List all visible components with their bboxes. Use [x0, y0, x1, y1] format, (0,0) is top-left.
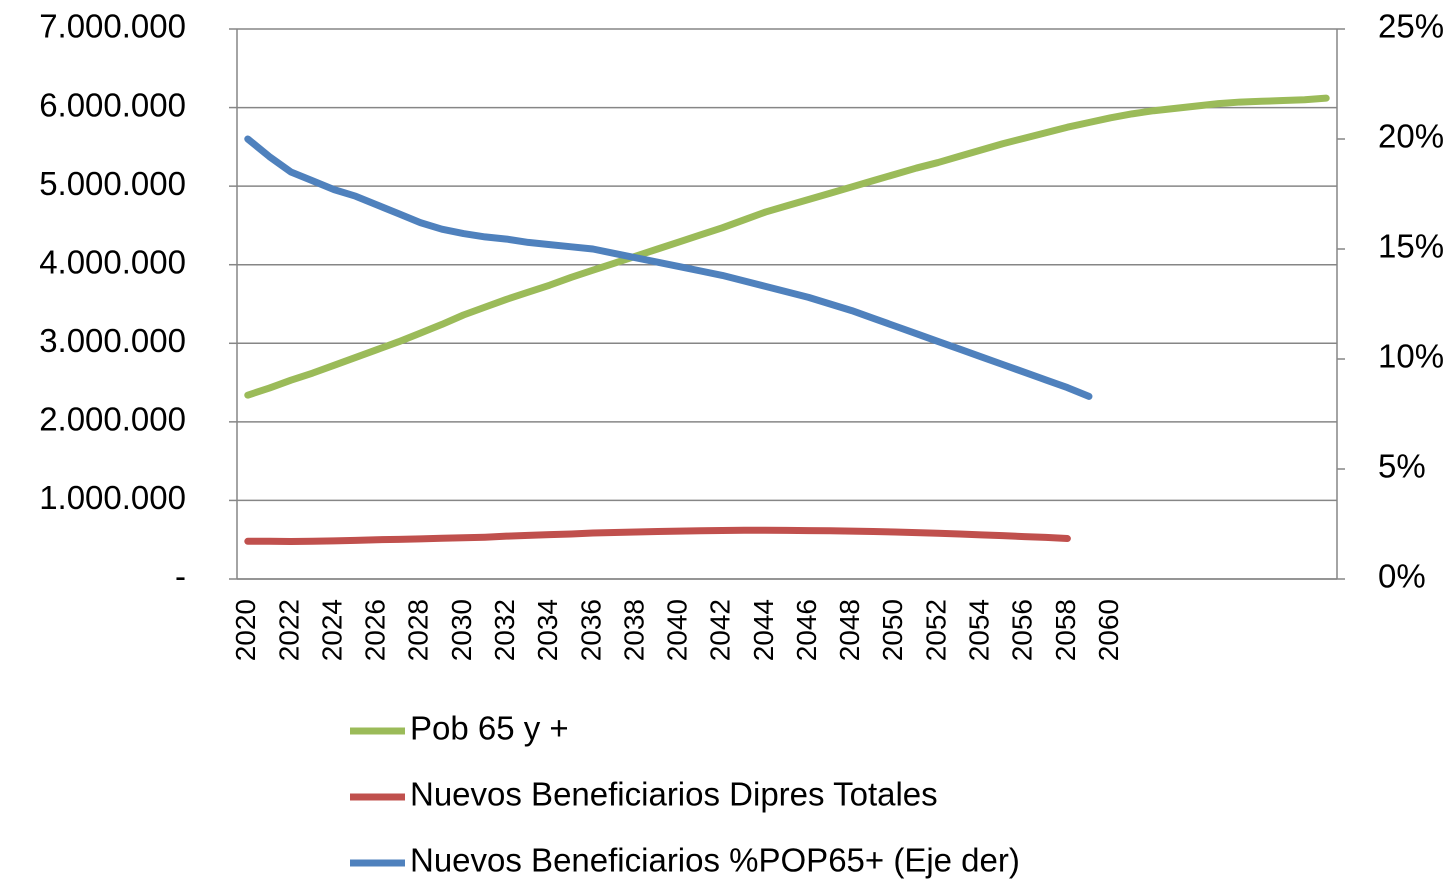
x-tick-label: 2028	[403, 599, 434, 661]
x-tick-label: 2050	[877, 599, 908, 661]
y2-tick-label: 0%	[1378, 558, 1426, 595]
series-line	[244, 526, 1071, 545]
legend-label: Pob 65 y +	[410, 710, 569, 747]
x-tick-label: 2030	[446, 599, 477, 661]
y-tick-label: 5.000.000	[39, 165, 186, 202]
x-tick-label: 2038	[618, 599, 649, 661]
x-tick-label: 2046	[791, 599, 822, 661]
series-line	[244, 94, 1330, 399]
x-tick-label: 2056	[1007, 599, 1038, 661]
y2-tick-label: 10%	[1378, 338, 1444, 375]
y2-tick-label: 20%	[1378, 118, 1444, 155]
series-line	[244, 135, 1093, 400]
y-tick-label: 3.000.000	[39, 322, 186, 359]
y2-tick-label: 15%	[1378, 228, 1444, 265]
x-tick-label: 2040	[662, 599, 693, 661]
x-tick-label: 2052	[920, 599, 951, 661]
x-tick-label: 2058	[1050, 599, 1081, 661]
x-tick-label: 2048	[834, 599, 865, 661]
x-tick-label: 2060	[1093, 599, 1124, 661]
y-tick-label: 7.000.000	[39, 8, 186, 45]
y-tick-label: 6.000.000	[39, 86, 186, 123]
x-tick-label: 2042	[705, 599, 736, 661]
x-tick-label: 2032	[489, 599, 520, 661]
legend-label: Nuevos Beneficiarios %POP65+ (Eje der)	[410, 842, 1020, 879]
x-tick-label: 2020	[230, 599, 261, 661]
x-tick-label: 2034	[532, 599, 563, 661]
x-tick-label: 2024	[316, 599, 347, 661]
y-tick-label: -	[175, 558, 186, 595]
x-tick-label: 2026	[360, 599, 391, 661]
x-tick-label: 2022	[273, 599, 304, 661]
y2-tick-label: 25%	[1378, 8, 1444, 45]
y-tick-label: 1.000.000	[39, 479, 186, 516]
x-tick-label: 2036	[575, 599, 606, 661]
x-tick-label: 2054	[964, 599, 995, 661]
y2-tick-label: 5%	[1378, 448, 1426, 485]
y-tick-label: 2.000.000	[39, 401, 186, 438]
y-tick-label: 4.000.000	[39, 243, 186, 280]
legend-label: Nuevos Beneficiarios Dipres Totales	[410, 776, 938, 813]
x-tick-label: 2044	[748, 599, 779, 661]
